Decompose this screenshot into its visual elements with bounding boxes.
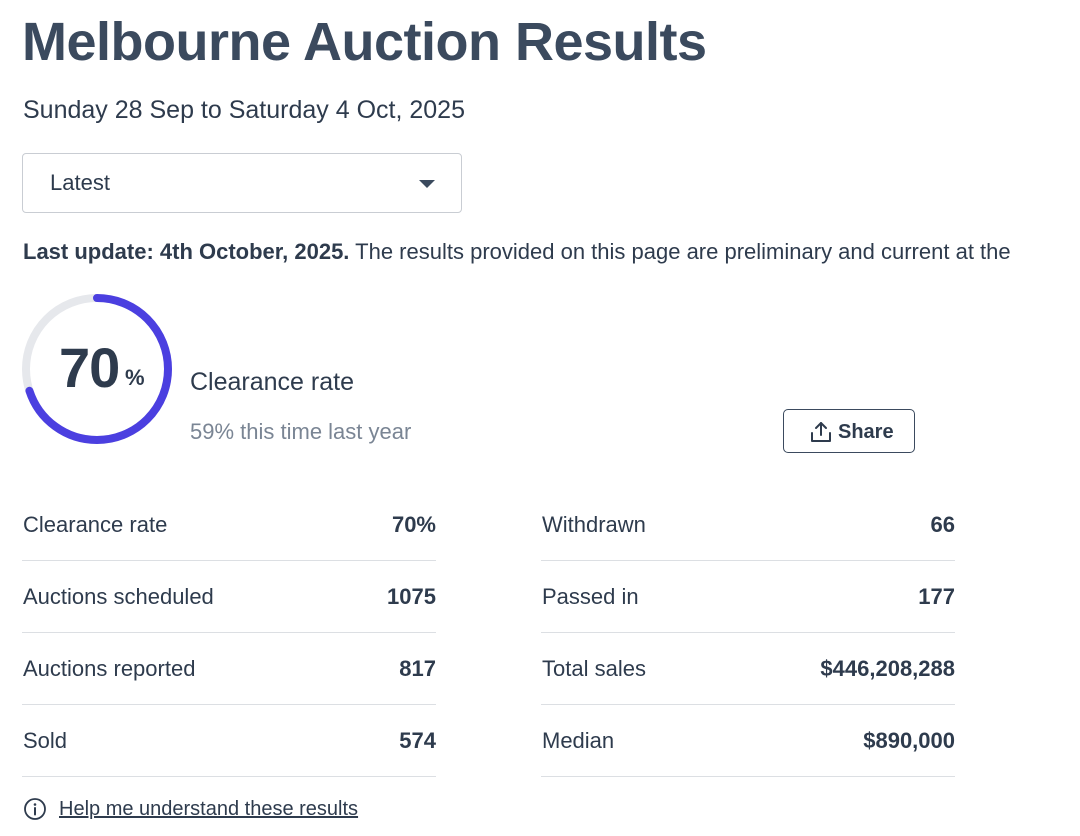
stat-label: Auctions scheduled — [23, 584, 214, 609]
stats-left-column: Clearance rate 70% Auctions scheduled 10… — [22, 489, 436, 777]
stat-label: Clearance rate — [23, 512, 168, 537]
stat-label: Passed in — [542, 584, 639, 609]
gauge-progress-arc — [22, 294, 172, 444]
clearance-rate-value: 70 — [59, 336, 120, 399]
stat-value: 177 — [918, 584, 955, 609]
stat-value: 574 — [399, 728, 436, 753]
update-label: Last update: 4th October, 2025. — [23, 239, 350, 264]
share-upload-icon — [811, 422, 831, 442]
stats-right-column: Withdrawn 66 Passed in 177 Total sales $… — [541, 489, 955, 777]
page-title: Melbourne Auction Results — [22, 12, 707, 72]
clearance-gauge — [22, 294, 172, 444]
stat-value: 1075 — [387, 584, 436, 609]
stat-value: 817 — [399, 656, 436, 681]
stat-value: $446,208,288 — [820, 656, 955, 681]
update-text: The results provided on this page are pr… — [355, 239, 1011, 264]
update-notice: Last update: 4th October, 2025. The resu… — [23, 238, 1011, 266]
clearance-rate-unit: % — [125, 365, 145, 390]
clearance-rate-label: Clearance rate — [190, 368, 354, 396]
period-select[interactable]: Latest — [22, 153, 462, 213]
stat-value: $890,000 — [863, 728, 955, 753]
stat-label: Sold — [23, 728, 68, 753]
stat-row-auctions-scheduled: Auctions scheduled 1075 — [22, 561, 436, 633]
share-label: Share — [838, 421, 894, 443]
stat-row-sold: Sold 574 — [22, 705, 436, 777]
stat-label: Withdrawn — [542, 512, 646, 537]
info-circle-icon — [24, 798, 46, 820]
stat-label: Median — [542, 728, 615, 753]
stat-row-withdrawn: Withdrawn 66 — [541, 489, 955, 561]
date-range: Sunday 28 Sep to Saturday 4 Oct, 2025 — [23, 96, 465, 124]
chevron-down-icon — [419, 180, 435, 188]
stat-row-total-sales: Total sales $446,208,288 — [541, 633, 955, 705]
stat-label: Total sales — [542, 656, 646, 681]
stat-row-clearance-rate: Clearance rate 70% — [22, 489, 436, 561]
stat-label: Auctions reported — [23, 656, 196, 681]
stat-value: 66 — [930, 512, 955, 537]
stat-row-median: Median $890,000 — [541, 705, 955, 777]
stat-row-passed-in: Passed in 177 — [541, 561, 955, 633]
stat-value: 70% — [391, 512, 436, 537]
share-button[interactable]: Share — [783, 409, 915, 453]
last-year-comparison: 59% this time last year — [190, 419, 412, 444]
help-link[interactable]: Help me understand these results — [59, 798, 359, 820]
period-select-value: Latest — [50, 170, 110, 195]
stat-row-auctions-reported: Auctions reported 817 — [22, 633, 436, 705]
